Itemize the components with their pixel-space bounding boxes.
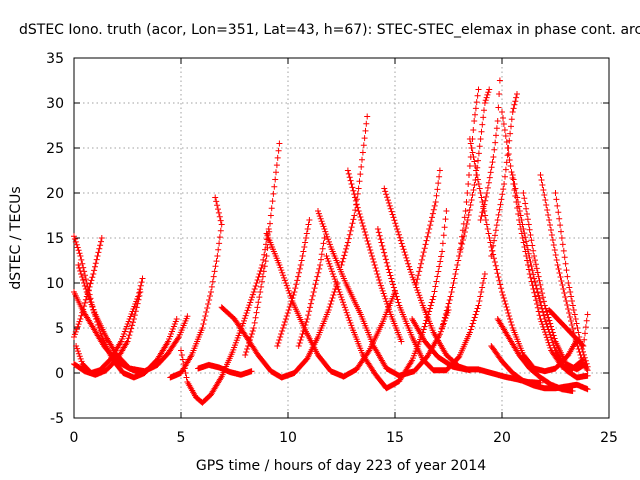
axis-ticks: 0 5 10 15 20 25 -5 0 5 10 15 20 25 30 35 xyxy=(46,51,618,446)
series-27 xyxy=(488,91,520,259)
y-tick-label: 30 xyxy=(46,96,64,112)
y-tick-label: 15 xyxy=(46,231,64,247)
x-tick-label: 10 xyxy=(279,430,297,446)
series-6 xyxy=(73,275,146,376)
series-34 xyxy=(494,316,576,394)
x-tick-label: 25 xyxy=(600,430,618,446)
series-25 xyxy=(466,136,580,375)
series-20 xyxy=(374,226,488,374)
series-32 xyxy=(552,190,591,370)
series-21 xyxy=(413,167,443,286)
y-axis-label: dSTEC / TECUs xyxy=(8,186,24,289)
series-23 xyxy=(439,86,482,331)
series-7 xyxy=(178,226,272,406)
series-30 xyxy=(520,190,589,373)
chart-title: dSTEC Iono. truth (acor, Lon=351, Lat=43… xyxy=(19,22,640,38)
series-markers xyxy=(295,235,328,349)
series-markers xyxy=(477,77,503,223)
series-markers xyxy=(552,190,591,370)
x-tick-label: 0 xyxy=(70,430,79,446)
y-tick-label: 5 xyxy=(55,321,64,337)
series-markers xyxy=(374,226,488,374)
series-18 xyxy=(344,167,405,345)
series-markers xyxy=(520,190,589,373)
series-markers xyxy=(274,217,313,349)
series-markers xyxy=(413,167,443,286)
y-tick-label: 20 xyxy=(46,186,64,202)
y-tick-label: 10 xyxy=(46,276,64,292)
series-markers xyxy=(263,230,398,380)
series-8 xyxy=(167,194,225,381)
series-markers xyxy=(75,262,142,376)
series-markers xyxy=(488,91,520,259)
series-26 xyxy=(477,77,503,223)
series-14 xyxy=(295,235,328,349)
series-10 xyxy=(218,280,341,381)
series-markers xyxy=(439,86,482,331)
y-tick-label: 35 xyxy=(46,51,64,67)
series-markers xyxy=(73,275,146,376)
series-markers xyxy=(323,208,450,392)
series-markers xyxy=(344,167,405,345)
series-markers xyxy=(537,172,591,374)
series-markers xyxy=(546,307,591,349)
x-tick-label: 20 xyxy=(493,430,511,446)
series-12 xyxy=(263,230,398,380)
series-markers xyxy=(466,136,580,375)
y-tick-label: 25 xyxy=(46,141,64,157)
y-tick-label: 0 xyxy=(55,366,64,382)
series-markers xyxy=(218,280,341,381)
series-13 xyxy=(274,217,313,349)
series-markers xyxy=(242,140,283,358)
y-tick-label: -5 xyxy=(50,411,64,427)
x-tick-label: 5 xyxy=(177,430,186,446)
series-markers xyxy=(167,194,225,381)
series-29 xyxy=(509,172,591,381)
x-axis-label: GPS time / hours of day 223 of year 2014 xyxy=(196,458,486,474)
x-tick-label: 15 xyxy=(386,430,404,446)
series-31 xyxy=(537,172,591,374)
series-11 xyxy=(242,140,283,358)
series-35 xyxy=(546,307,591,349)
series-markers xyxy=(509,172,591,381)
series-markers xyxy=(494,316,576,394)
series-markers xyxy=(178,226,272,406)
series-16 xyxy=(323,208,450,392)
series-markers xyxy=(195,361,255,378)
data-markers xyxy=(71,77,591,406)
series-9 xyxy=(195,361,255,378)
series-5 xyxy=(75,262,142,376)
